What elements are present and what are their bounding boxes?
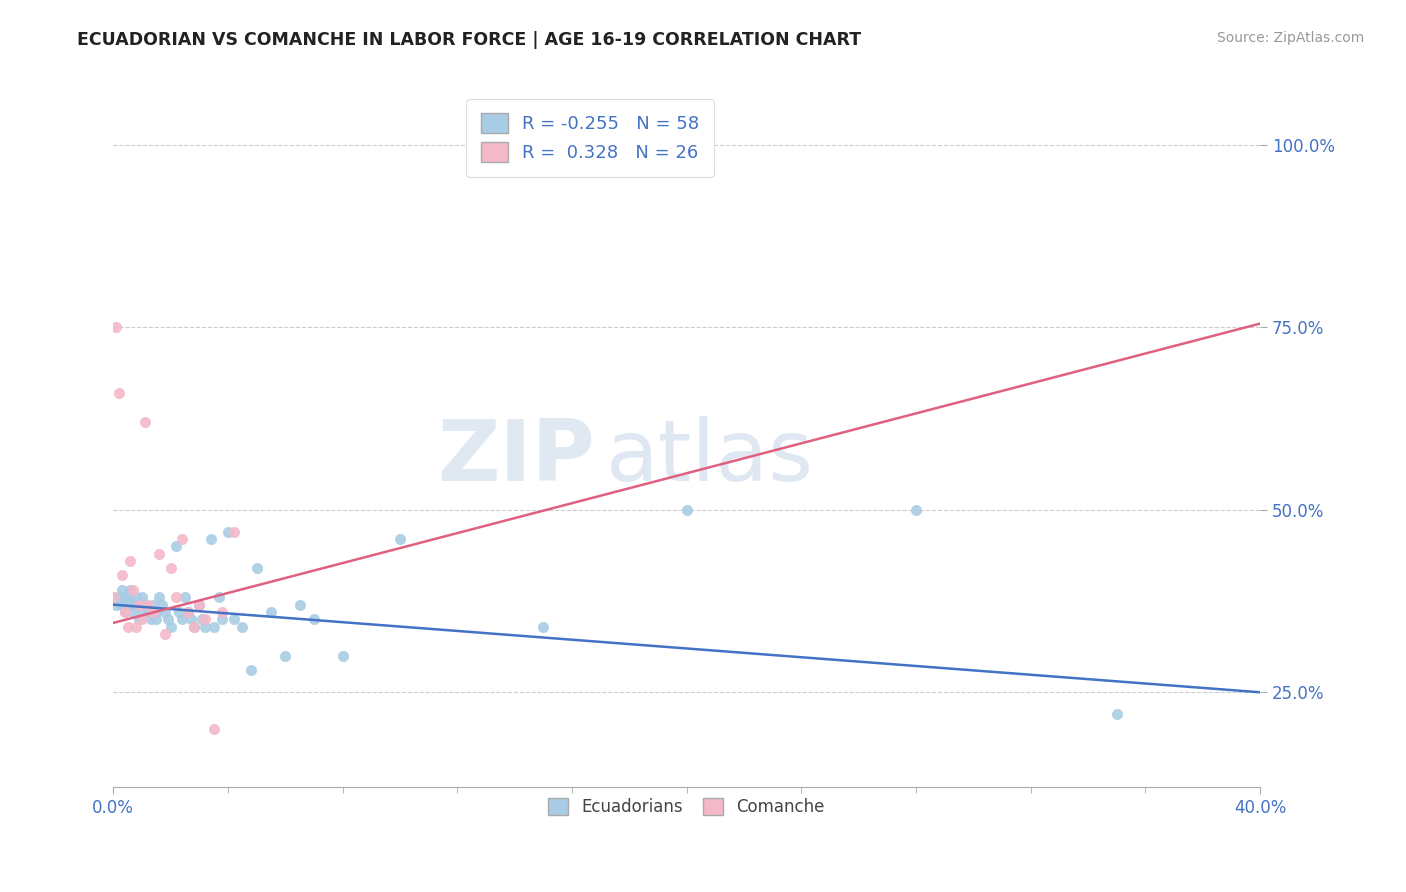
- Comanche: [188, 598, 211, 612]
- Comanche: [222, 524, 245, 539]
- Ecuadorians: [142, 598, 165, 612]
- Ecuadorians: [125, 598, 148, 612]
- Ecuadorians: [531, 619, 554, 633]
- Text: atlas: atlas: [606, 417, 814, 500]
- Comanche: [117, 619, 139, 633]
- Comanche: [131, 612, 153, 626]
- Text: Source: ZipAtlas.com: Source: ZipAtlas.com: [1216, 31, 1364, 45]
- Ecuadorians: [904, 502, 927, 516]
- Ecuadorians: [183, 619, 205, 633]
- Text: ZIP: ZIP: [437, 417, 595, 500]
- Ecuadorians: [202, 619, 225, 633]
- Comanche: [153, 627, 176, 641]
- Comanche: [194, 612, 217, 626]
- Ecuadorians: [170, 612, 193, 626]
- Comanche: [111, 568, 134, 582]
- Ecuadorians: [150, 598, 173, 612]
- Comanche: [165, 591, 187, 605]
- Ecuadorians: [177, 605, 200, 619]
- Ecuadorians: [222, 612, 245, 626]
- Ecuadorians: [120, 583, 142, 598]
- Ecuadorians: [148, 591, 170, 605]
- Ecuadorians: [139, 612, 162, 626]
- Ecuadorians: [117, 598, 139, 612]
- Ecuadorians: [134, 598, 156, 612]
- Comanche: [211, 605, 233, 619]
- Ecuadorians: [246, 561, 269, 575]
- Ecuadorians: [260, 605, 283, 619]
- Comanche: [108, 386, 131, 401]
- Comanche: [170, 532, 193, 546]
- Comanche: [159, 561, 181, 575]
- Ecuadorians: [302, 612, 325, 626]
- Comanche: [177, 605, 200, 619]
- Legend: Ecuadorians, Comanche: Ecuadorians, Comanche: [540, 789, 834, 824]
- Comanche: [142, 605, 165, 619]
- Ecuadorians: [114, 605, 136, 619]
- Comanche: [122, 583, 145, 598]
- Ecuadorians: [145, 605, 167, 619]
- Comanche: [183, 619, 205, 633]
- Ecuadorians: [194, 619, 217, 633]
- Ecuadorians: [156, 612, 179, 626]
- Ecuadorians: [200, 532, 222, 546]
- Ecuadorians: [274, 648, 297, 663]
- Ecuadorians: [120, 591, 142, 605]
- Ecuadorians: [191, 612, 214, 626]
- Comanche: [134, 415, 156, 429]
- Comanche: [114, 605, 136, 619]
- Ecuadorians: [122, 605, 145, 619]
- Ecuadorians: [136, 605, 159, 619]
- Ecuadorians: [231, 619, 253, 633]
- Ecuadorians: [128, 612, 150, 626]
- Ecuadorians: [165, 539, 187, 553]
- Ecuadorians: [111, 583, 134, 598]
- Ecuadorians: [239, 664, 262, 678]
- Ecuadorians: [103, 591, 125, 605]
- Ecuadorians: [167, 605, 190, 619]
- Ecuadorians: [122, 598, 145, 612]
- Ecuadorians: [145, 612, 167, 626]
- Ecuadorians: [675, 502, 697, 516]
- Comanche: [128, 598, 150, 612]
- Comanche: [136, 598, 159, 612]
- Ecuadorians: [111, 598, 134, 612]
- Text: ECUADORIAN VS COMANCHE IN LABOR FORCE | AGE 16-19 CORRELATION CHART: ECUADORIAN VS COMANCHE IN LABOR FORCE | …: [77, 31, 862, 49]
- Comanche: [202, 722, 225, 736]
- Ecuadorians: [108, 591, 131, 605]
- Ecuadorians: [388, 532, 411, 546]
- Ecuadorians: [211, 612, 233, 626]
- Ecuadorians: [217, 524, 239, 539]
- Ecuadorians: [153, 605, 176, 619]
- Ecuadorians: [1105, 707, 1128, 722]
- Ecuadorians: [188, 598, 211, 612]
- Ecuadorians: [125, 591, 148, 605]
- Ecuadorians: [332, 648, 354, 663]
- Comanche: [120, 554, 142, 568]
- Comanche: [105, 320, 128, 334]
- Ecuadorians: [105, 598, 128, 612]
- Ecuadorians: [159, 619, 181, 633]
- Ecuadorians: [117, 591, 139, 605]
- Ecuadorians: [114, 591, 136, 605]
- Comanche: [103, 591, 125, 605]
- Ecuadorians: [288, 598, 311, 612]
- Ecuadorians: [131, 605, 153, 619]
- Ecuadorians: [208, 591, 231, 605]
- Comanche: [125, 619, 148, 633]
- Comanche: [148, 547, 170, 561]
- Ecuadorians: [180, 612, 202, 626]
- Ecuadorians: [174, 591, 197, 605]
- Ecuadorians: [131, 591, 153, 605]
